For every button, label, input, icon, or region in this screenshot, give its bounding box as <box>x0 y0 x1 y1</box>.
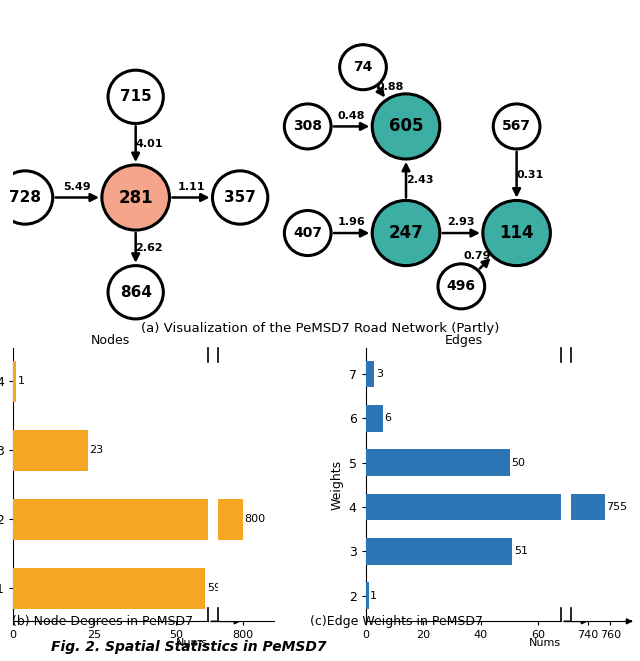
Text: 247: 247 <box>388 224 424 242</box>
Text: 59: 59 <box>207 583 221 594</box>
Text: 755: 755 <box>606 502 627 512</box>
Y-axis label: Weights: Weights <box>330 460 343 510</box>
Title: Edges: Edges <box>444 334 483 347</box>
Text: 0.31: 0.31 <box>516 170 544 180</box>
Text: 800: 800 <box>244 514 266 524</box>
Bar <box>0 498 243 540</box>
Text: 6: 6 <box>385 413 392 424</box>
Text: (b) Node Degrees in PeMSD7: (b) Node Degrees in PeMSD7 <box>12 615 193 628</box>
Text: 74: 74 <box>353 60 372 74</box>
Circle shape <box>108 70 163 124</box>
Text: 715: 715 <box>120 89 152 104</box>
Text: 5.49: 5.49 <box>63 182 91 192</box>
Text: 0.88: 0.88 <box>377 81 404 92</box>
Circle shape <box>284 211 331 256</box>
Bar <box>0 494 605 520</box>
Text: 50: 50 <box>511 457 525 468</box>
Text: 114: 114 <box>499 224 534 242</box>
Bar <box>13 361 16 402</box>
Text: 1: 1 <box>370 591 377 601</box>
Text: 605: 605 <box>388 118 423 136</box>
Bar <box>365 494 640 520</box>
Text: 23: 23 <box>90 446 104 455</box>
Circle shape <box>493 104 540 149</box>
Circle shape <box>212 171 268 224</box>
Text: 0.79: 0.79 <box>464 251 491 260</box>
Text: 1: 1 <box>18 377 25 387</box>
Text: 0.48: 0.48 <box>338 111 365 121</box>
Bar <box>13 430 88 471</box>
Text: 1.11: 1.11 <box>177 182 205 192</box>
Circle shape <box>0 171 52 224</box>
Text: 281: 281 <box>118 188 153 206</box>
Bar <box>13 568 205 609</box>
Text: 728: 728 <box>9 190 41 205</box>
Text: 3: 3 <box>376 369 383 379</box>
Circle shape <box>340 45 387 90</box>
Bar <box>365 582 369 609</box>
Bar <box>365 361 374 387</box>
Circle shape <box>438 264 484 309</box>
Title: Nodes: Nodes <box>91 334 130 347</box>
Text: Fig. 2. Spatial Statistics in PeMSD7: Fig. 2. Spatial Statistics in PeMSD7 <box>51 641 326 654</box>
Circle shape <box>284 104 331 149</box>
Text: 2.93: 2.93 <box>447 217 475 227</box>
Text: 51: 51 <box>514 547 528 557</box>
Circle shape <box>483 200 550 266</box>
Text: Nums: Nums <box>529 638 561 648</box>
Text: 407: 407 <box>293 226 322 240</box>
Circle shape <box>372 94 440 159</box>
Text: (a) Visualization of the PeMSD7 Road Network (Partly): (a) Visualization of the PeMSD7 Road Net… <box>141 322 499 335</box>
Text: 496: 496 <box>447 280 476 293</box>
Text: 2.62: 2.62 <box>136 243 163 253</box>
Text: 2.43: 2.43 <box>406 175 433 184</box>
Bar <box>365 538 513 564</box>
Bar <box>13 498 640 540</box>
Circle shape <box>102 165 170 230</box>
Text: 308: 308 <box>293 120 322 134</box>
Bar <box>365 405 383 432</box>
Text: 1.96: 1.96 <box>338 217 365 227</box>
Bar <box>365 449 509 476</box>
Text: (c)Edge Weights in PeMSD7: (c)Edge Weights in PeMSD7 <box>310 615 483 628</box>
Text: 4.01: 4.01 <box>136 139 163 149</box>
Text: 864: 864 <box>120 285 152 299</box>
Circle shape <box>108 266 163 319</box>
Text: Nums: Nums <box>176 638 209 648</box>
Text: 357: 357 <box>224 190 256 205</box>
Circle shape <box>372 200 440 266</box>
Text: 567: 567 <box>502 120 531 134</box>
